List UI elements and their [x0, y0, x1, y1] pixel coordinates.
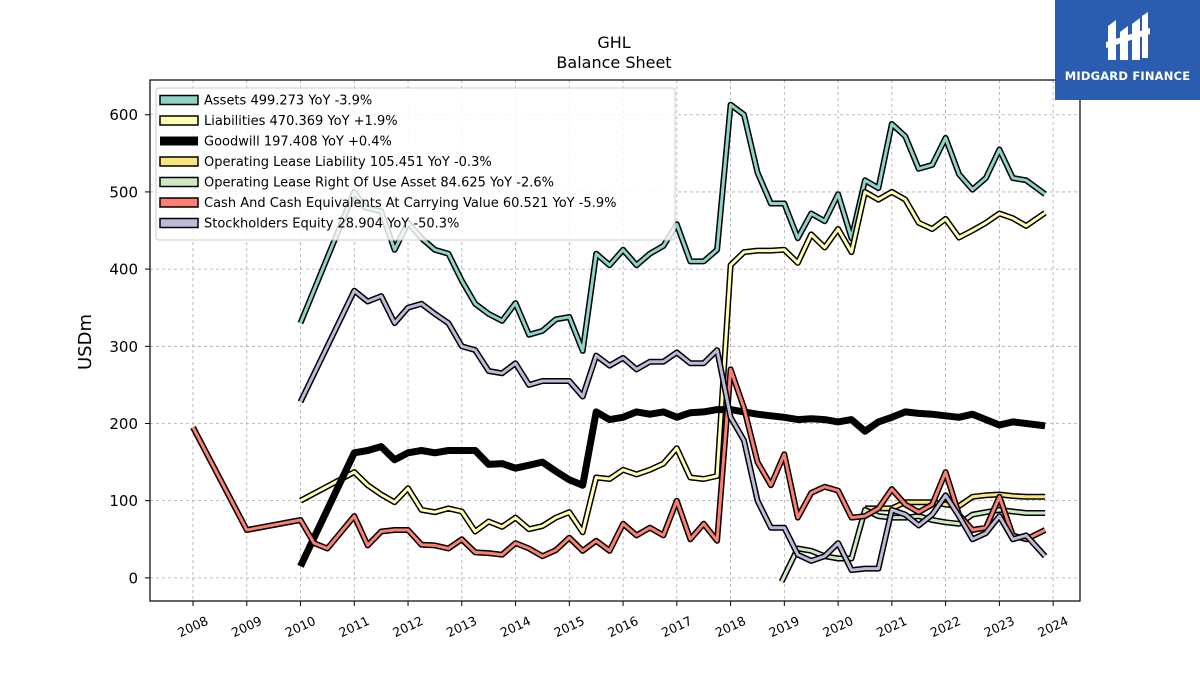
x-tick-label: 2019 [767, 613, 802, 640]
legend-swatch [159, 217, 199, 229]
x-tick-label: 2014 [498, 613, 533, 640]
series-5-line [190, 366, 1047, 560]
x-tick-label: 2013 [444, 613, 479, 640]
chart-subtitle: Balance Sheet [556, 53, 671, 72]
y-tick-label: 400 [109, 261, 138, 279]
legend-swatch [160, 136, 198, 146]
legend-item: Liabilities 470.369 YoY +1.9% [159, 114, 398, 129]
x-tick-label: 2022 [928, 613, 963, 640]
series-line-stroke [299, 103, 1046, 353]
midgard-m-logo-icon [1106, 12, 1150, 60]
series-line-stroke [191, 367, 1046, 558]
legend-label: Liabilities 470.369 YoY +1.9% [204, 114, 398, 129]
legend-item: Cash And Cash Equivalents At Carrying Va… [159, 196, 616, 211]
x-tick-label: 2012 [390, 613, 425, 640]
legend-label: Assets 499.273 YoY -3.9% [204, 94, 372, 109]
x-tick-label: 2024 [1035, 613, 1070, 640]
y-tick-label: 500 [109, 183, 138, 201]
legend-label: Operating Lease Right Of Use Asset 84.62… [204, 176, 554, 191]
legend-item: Assets 499.273 YoY -3.9% [159, 94, 372, 109]
legend-label: Cash And Cash Equivalents At Carrying Va… [204, 196, 616, 211]
x-tick-label: 2010 [283, 613, 318, 640]
legend-swatch [159, 176, 199, 188]
y-tick-label: 300 [109, 338, 138, 356]
chart-title: GHL [597, 33, 630, 52]
x-tick-label: 2015 [552, 613, 587, 640]
x-tick-label: 2018 [713, 613, 748, 640]
series-2-line [297, 406, 1046, 568]
x-tick-label: 2021 [874, 613, 909, 640]
series-line-stroke [299, 289, 1047, 572]
legend-box [155, 87, 676, 241]
legend: Assets 499.273 YoY -3.9% Liabilities 470.… [155, 87, 676, 241]
y-tick-label: 600 [109, 106, 138, 124]
x-tick-label: 2020 [820, 613, 855, 640]
y-tick-label: 100 [109, 492, 138, 510]
x-tick-label: 2017 [659, 613, 694, 640]
series-line-stroke [297, 406, 1046, 568]
series-1-line [299, 188, 1047, 536]
legend-item: Operating Lease Right Of Use Asset 84.62… [159, 176, 554, 191]
series-line-outline [297, 287, 1048, 574]
series-line-stroke [299, 190, 1046, 534]
legend-swatch [159, 197, 199, 208]
midgard-finance-logo: MIDGARD FINANCE [1055, 0, 1200, 100]
plot-frame [149, 79, 1081, 602]
legend-item: Goodwill 197.408 YoY +0.4% [160, 135, 392, 150]
y-tick-label: 0 [128, 569, 138, 587]
legend-label: Operating Lease Liability 105.451 YoY -0… [204, 155, 492, 170]
legend-swatch [159, 156, 199, 167]
legend-swatch [159, 94, 199, 106]
series-lines [190, 101, 1048, 584]
series-0-line [297, 101, 1047, 354]
x-tick-label: 2008 [175, 613, 210, 640]
series-6-line [297, 287, 1048, 574]
y-axis-label: USDm [75, 314, 96, 370]
x-tick-label: 2009 [229, 613, 264, 640]
brand-name: MIDGARD FINANCE [1064, 69, 1191, 83]
x-tick-label: 2016 [605, 613, 640, 640]
legend-item: Operating Lease Liability 105.451 YoY -0… [159, 155, 492, 170]
legend-label: Stockholders Equity 28.904 YoY -50.3% [204, 217, 459, 232]
y-tick-label: 200 [109, 415, 138, 433]
legend-item: Stockholders Equity 28.904 YoY -50.3% [159, 217, 459, 232]
legend-label: Goodwill 197.408 YoY +0.4% [204, 135, 392, 150]
legend-swatch [159, 115, 199, 126]
x-tick-label: 2011 [336, 613, 371, 640]
x-tick-label: 2023 [982, 613, 1017, 640]
series-line-outline [299, 188, 1047, 536]
